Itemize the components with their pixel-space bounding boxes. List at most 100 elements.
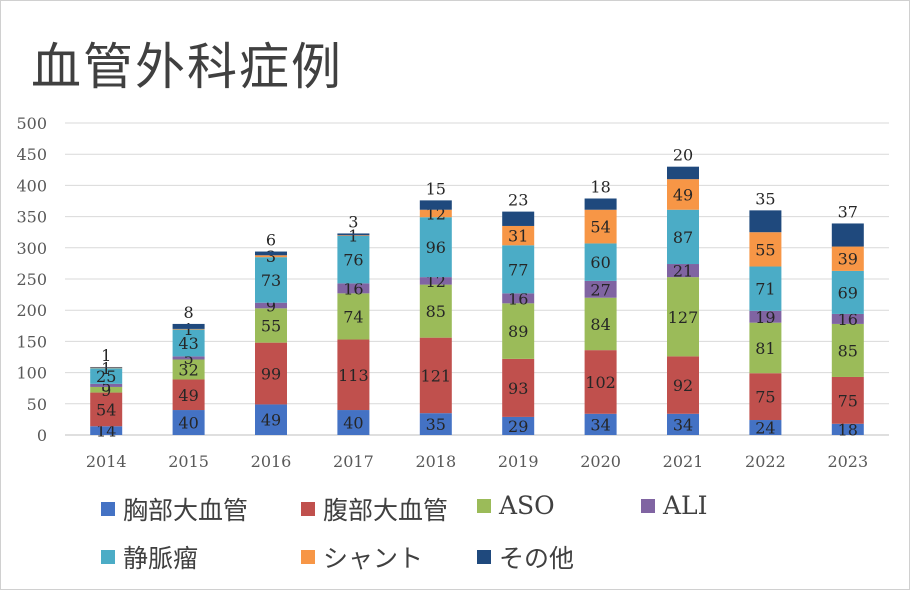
x-tick-label: 2023 (827, 452, 868, 471)
bar-segment (584, 297, 617, 351)
bar-segment (337, 233, 370, 236)
y-tick-label: 100 (16, 364, 47, 383)
bar-segment (584, 209, 617, 244)
bar-segment (584, 280, 617, 298)
data-label: 5 (184, 349, 194, 368)
bar-segment (502, 416, 535, 435)
bar-segment (419, 277, 452, 285)
bar-segment (255, 255, 287, 258)
data-label: 16 (838, 310, 858, 329)
data-label: 20 (673, 146, 693, 165)
y-tick-label: 500 (16, 114, 47, 133)
data-label: 23 (508, 191, 528, 210)
bar-segment (667, 277, 699, 357)
x-tick-label: 2019 (498, 452, 539, 471)
data-label: 21 (673, 262, 693, 281)
bar-segment (172, 410, 205, 435)
data-label: 54 (590, 218, 610, 237)
bar-segment (667, 209, 699, 265)
data-label: 39 (838, 250, 858, 269)
legend-label: 腹部大血管 (323, 496, 449, 525)
data-label: 14 (96, 422, 116, 441)
data-label: 96 (426, 238, 446, 257)
bar-segment (749, 266, 782, 311)
legend-swatch (301, 502, 315, 516)
legend-swatch (641, 498, 655, 513)
bar-segment (749, 210, 782, 233)
bar-segment (667, 413, 699, 435)
x-tick-label: 2021 (663, 452, 704, 471)
data-label: 27 (590, 280, 610, 299)
legend-item: ALI (641, 491, 708, 520)
x-tick-label: 2020 (580, 452, 621, 471)
data-label: 49 (178, 386, 198, 405)
legend-label: その他 (499, 544, 575, 573)
data-label: 55 (755, 240, 775, 259)
data-label: 1 (101, 359, 111, 378)
data-label: 73 (261, 271, 281, 290)
bar-segment (831, 423, 864, 435)
data-label: 24 (755, 419, 775, 438)
bar-segment (172, 329, 205, 357)
data-label: 85 (838, 341, 858, 360)
data-label: 9 (101, 381, 111, 400)
bar-segment (337, 339, 370, 411)
data-label: 15 (426, 179, 446, 198)
data-label: 31 (508, 227, 528, 246)
bar-segment (831, 376, 864, 424)
data-label: 74 (343, 307, 363, 326)
bar-segment (419, 284, 452, 338)
legend-item: シャント (301, 539, 423, 575)
bar-segment (337, 283, 370, 294)
legend-swatch (477, 498, 491, 513)
bar-segment (749, 310, 782, 323)
bar-segment (502, 211, 535, 226)
bar-segment (502, 358, 535, 417)
y-tick-label: 350 (16, 208, 47, 227)
y-tick-label: 450 (16, 145, 47, 164)
data-label: 75 (755, 388, 775, 407)
data-label: 93 (508, 379, 528, 398)
data-label: 102 (585, 373, 616, 392)
data-label: 25 (96, 367, 116, 386)
data-label: 49 (673, 185, 693, 204)
bar-segment (172, 328, 205, 330)
data-label: 29 (508, 417, 528, 436)
x-tick-label: 2014 (86, 452, 127, 471)
bar-segment (831, 323, 864, 377)
legend-swatch (101, 502, 115, 516)
legend-item: ASO (477, 491, 555, 520)
bar-segment (90, 386, 123, 393)
bar-segment (749, 420, 782, 435)
legend-label: ALI (663, 491, 708, 520)
bar-segment (419, 217, 452, 278)
y-tick-label: 150 (16, 332, 47, 351)
data-label: 3 (348, 212, 358, 231)
data-label: 113 (338, 366, 369, 385)
bar-segment (831, 313, 864, 324)
bar-segment (90, 383, 123, 387)
y-tick-label: 50 (27, 395, 47, 414)
data-label: 16 (508, 289, 528, 308)
bar-segment (584, 198, 617, 210)
bar-segment (502, 225, 535, 246)
data-label: 75 (838, 391, 858, 410)
legend-item: 腹部大血管 (301, 491, 448, 527)
y-tick-label: 400 (16, 176, 47, 195)
legend-item: 静脈瘤 (101, 539, 198, 575)
data-label: 1 (348, 227, 358, 246)
bar-segment (749, 322, 782, 374)
bar-segment (90, 426, 123, 435)
data-label: 76 (343, 251, 363, 270)
bar-segment (337, 410, 370, 435)
data-label: 69 (838, 283, 858, 302)
data-label: 35 (426, 415, 446, 434)
data-label: 54 (96, 400, 116, 419)
data-label: 55 (261, 316, 281, 335)
data-label: 18 (590, 178, 610, 197)
data-label: 99 (261, 365, 281, 384)
data-label: 34 (673, 415, 693, 434)
y-tick-label: 0 (37, 426, 47, 445)
bar-segment (749, 373, 782, 421)
